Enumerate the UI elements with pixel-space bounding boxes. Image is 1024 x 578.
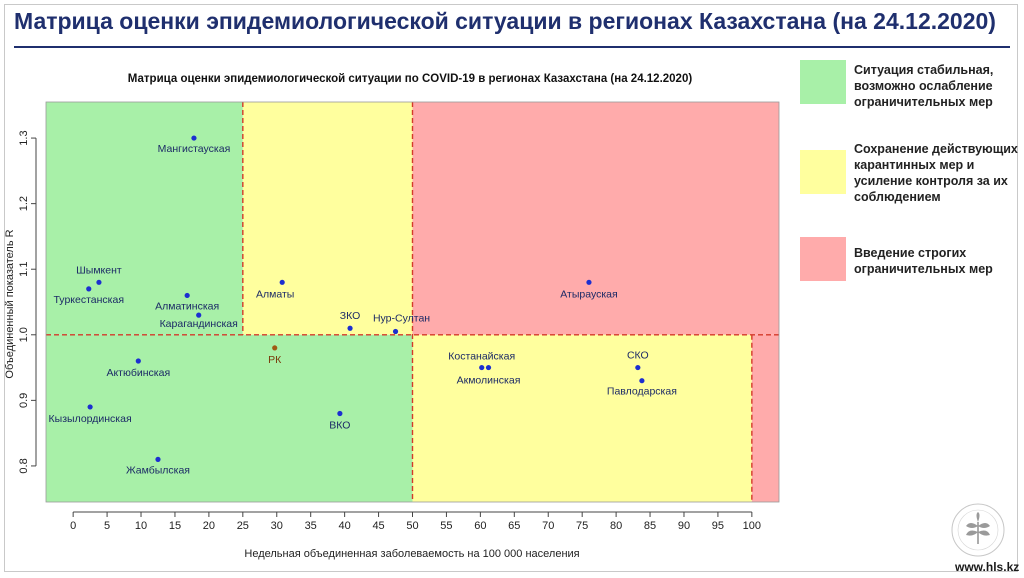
data-point-label: Акмолинская xyxy=(457,375,521,387)
data-point-label: РК xyxy=(268,354,282,366)
x-tick-label: 30 xyxy=(271,520,283,532)
data-point-label: Кызылординская xyxy=(49,413,132,425)
data-point xyxy=(639,378,644,383)
data-point-label: Туркестанская xyxy=(53,294,124,306)
data-point-label: Костанайская xyxy=(448,351,515,363)
data-point-label: Шымкент xyxy=(76,264,122,276)
x-tick-label: 60 xyxy=(474,520,486,532)
y-axis-label: Объединенный показатель R xyxy=(4,229,16,378)
legend-text-red: Введение строгих ограничительных мер xyxy=(854,245,1022,277)
x-tick-label: 65 xyxy=(508,520,520,532)
data-point xyxy=(337,411,342,416)
data-point xyxy=(185,293,190,298)
data-point-label: Актюбинская xyxy=(106,367,170,379)
data-point xyxy=(479,365,484,370)
x-tick-label: 75 xyxy=(576,520,588,532)
y-tick-label: 0.9 xyxy=(18,393,30,408)
x-tick-label: 20 xyxy=(203,520,215,532)
data-point xyxy=(272,345,277,350)
data-point-label: Мангистауская xyxy=(158,143,231,155)
x-tick-label: 5 xyxy=(104,520,110,532)
website-url: www.hls.kz xyxy=(955,560,1019,574)
hls-logo-emblem xyxy=(948,500,1008,560)
legend-swatch-red xyxy=(800,237,846,281)
y-tick-label: 1.1 xyxy=(18,262,30,277)
x-tick-label: 45 xyxy=(372,520,384,532)
data-point xyxy=(280,280,285,285)
x-tick-label: 95 xyxy=(712,520,724,532)
x-tick-label: 80 xyxy=(610,520,622,532)
data-point xyxy=(136,358,141,363)
data-point xyxy=(96,280,101,285)
x-tick-label: 40 xyxy=(339,520,351,532)
data-point xyxy=(86,286,91,291)
x-tick-label: 85 xyxy=(644,520,656,532)
x-tick-label: 90 xyxy=(678,520,690,532)
y-tick-label: 1.0 xyxy=(18,327,30,342)
data-point-label: Карагандинская xyxy=(160,318,238,330)
x-tick-label: 50 xyxy=(406,520,418,532)
data-point xyxy=(88,404,93,409)
y-tick-label: 1.2 xyxy=(18,196,30,211)
data-point xyxy=(191,135,196,140)
legend-swatch-green xyxy=(800,60,846,104)
data-point xyxy=(635,365,640,370)
legend-text-green: Ситуация стабильная, возможно ослабление… xyxy=(854,62,1022,110)
x-tick-label: 70 xyxy=(542,520,554,532)
data-point xyxy=(155,457,160,462)
data-point-label: Алматы xyxy=(256,288,294,300)
x-tick-label: 100 xyxy=(743,520,761,532)
data-point xyxy=(586,280,591,285)
data-point-label: Жамбылская xyxy=(126,464,190,476)
x-tick-label: 0 xyxy=(70,520,76,532)
data-point-label: Алматинская xyxy=(155,300,219,312)
data-point-label: Павлодарская xyxy=(607,386,677,398)
legend-swatch-yellow xyxy=(800,150,846,194)
x-tick-label: 10 xyxy=(135,520,147,532)
x-tick-label: 35 xyxy=(305,520,317,532)
x-tick-label: 15 xyxy=(169,520,181,532)
data-point xyxy=(347,326,352,331)
data-point xyxy=(393,329,398,334)
data-point-label: Нур-Султан xyxy=(373,313,430,325)
data-point-label: СКО xyxy=(627,350,649,362)
data-point-label: Атырауская xyxy=(560,288,617,300)
zone-red-bottom-right xyxy=(752,335,779,502)
y-tick-label: 0.8 xyxy=(18,458,30,473)
data-point-label: ВКО xyxy=(329,419,350,431)
legend-text-yellow: Сохранение действующих карантинных мер и… xyxy=(854,141,1022,205)
x-axis-label: Недельная объединенная заболеваемость на… xyxy=(244,548,579,560)
data-point xyxy=(196,313,201,318)
data-point-label: ЗКО xyxy=(340,310,361,322)
x-tick-label: 55 xyxy=(440,520,452,532)
data-point xyxy=(486,365,491,370)
x-tick-label: 25 xyxy=(237,520,249,532)
chart-title: Матрица оценки эпидемиологической ситуац… xyxy=(128,73,693,85)
y-tick-label: 1.3 xyxy=(18,130,30,145)
